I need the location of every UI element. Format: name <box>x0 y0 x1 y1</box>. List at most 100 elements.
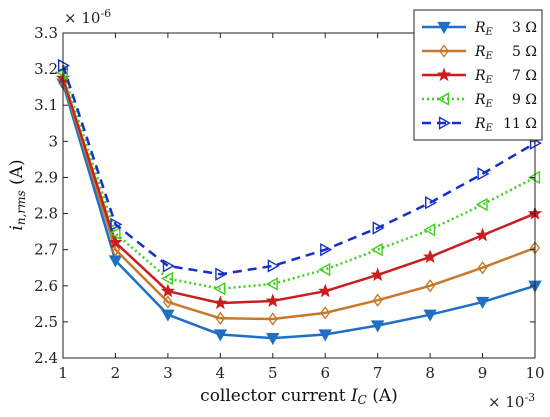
y-tick-label: 3.3 <box>34 24 58 42</box>
data-point <box>215 311 226 325</box>
x-axis-label-symbol: I <box>350 386 358 406</box>
x-tick-label: 7 <box>373 364 383 382</box>
x-multiplier-label: × 10-3 <box>488 391 535 412</box>
y-multiplier-exponent: -6 <box>100 7 111 20</box>
data-point <box>372 293 383 307</box>
x-tick-label: 9 <box>478 364 488 382</box>
data-point <box>422 249 438 263</box>
data-point <box>267 259 280 273</box>
legend-item: RE 3 Ω <box>422 20 537 38</box>
x-axis-ticks: 1 2 3 4 5 6 7 8 9 10 <box>58 33 545 382</box>
data-point <box>475 227 490 242</box>
series-line <box>61 79 536 321</box>
legend-marker <box>439 44 449 58</box>
y-tick-label: 2.8 <box>34 205 58 223</box>
x-axis-label: collector current IC (A) <box>200 386 398 407</box>
legend-item: RE 11 Ω <box>422 116 537 134</box>
legend-marker <box>437 92 450 106</box>
legend-symbol-sub: E <box>485 51 494 62</box>
legend: RE 3 ΩRE 5 ΩRE 7 ΩRE 9 ΩRE 11 Ω <box>413 9 543 141</box>
legend-item: RE 9 Ω <box>422 92 537 110</box>
data-point <box>160 283 176 298</box>
y-axis-label-sub: n,rms <box>14 190 28 225</box>
legend-marker <box>437 21 451 34</box>
y-tick-label: 2.7 <box>34 241 58 259</box>
x-multiplier-base: × 10 <box>488 393 524 411</box>
plot-frame <box>62 32 536 359</box>
series-line <box>61 77 536 305</box>
data-point <box>318 262 331 277</box>
data-point <box>160 271 173 286</box>
data-point <box>475 197 488 212</box>
data-point <box>425 279 436 293</box>
legend-symbol-main: R <box>474 92 486 108</box>
x-tick-label: 1 <box>58 364 68 382</box>
x-tick-label: 5 <box>268 364 278 382</box>
x-tick-label: 6 <box>320 364 330 382</box>
data-point <box>108 226 121 241</box>
data-point <box>213 295 228 310</box>
legend-symbol: RE <box>474 68 494 86</box>
legend-symbol-sub: E <box>485 75 494 86</box>
data-point <box>318 329 332 342</box>
legend-item: RE 7 Ω <box>422 67 537 86</box>
legend-symbol-main: R <box>474 44 486 60</box>
legend-label: 11 Ω <box>503 116 537 132</box>
y-tick-label: 2.6 <box>34 277 58 295</box>
data-point <box>370 320 385 333</box>
data-point <box>477 167 490 181</box>
data-point <box>372 221 385 235</box>
data-point <box>320 306 331 320</box>
series-line <box>61 72 536 290</box>
x-tick-label: 8 <box>425 364 435 382</box>
y-tick-label: 3 <box>48 132 58 150</box>
legend-label: 7 Ω <box>512 68 537 84</box>
data-point <box>318 283 333 298</box>
y-axis-label: in,rms (A) <box>7 159 28 230</box>
y-tick-label: 3.1 <box>34 96 58 114</box>
y-axis-label-suffix: (A) <box>7 159 27 190</box>
data-point <box>162 295 173 309</box>
y-tick-label: 2.9 <box>34 168 58 186</box>
legend-marker <box>436 67 452 82</box>
data-point <box>213 329 228 342</box>
x-tick-label: 3 <box>163 364 173 382</box>
data-point <box>423 223 436 237</box>
legend-marker <box>438 116 451 130</box>
data-point <box>320 242 333 257</box>
x-tick-label: 10 <box>525 364 544 382</box>
legend-symbol: RE <box>474 92 494 110</box>
data-point <box>267 312 278 326</box>
y-tick-label: 2.4 <box>34 349 58 367</box>
data-point <box>370 267 385 282</box>
legend-label: 5 Ω <box>512 44 537 60</box>
x-tick-label: 2 <box>111 364 121 382</box>
series-3 <box>56 66 541 296</box>
legend-symbol: RE <box>474 116 494 134</box>
legend-symbol-sub: E <box>485 27 494 38</box>
y-tick-label: 3.2 <box>34 60 58 78</box>
data-point <box>108 234 123 249</box>
y-multiplier-base: × 10 <box>64 9 100 27</box>
data-point <box>265 293 280 308</box>
x-axis-label-suffix: (A) <box>367 386 398 406</box>
legend-item: RE 5 Ω <box>422 44 537 62</box>
y-multiplier-label: × 10-6 <box>64 7 111 28</box>
data-point <box>56 66 69 80</box>
data-point <box>161 309 175 322</box>
series-1 <box>58 73 540 326</box>
series-layer <box>55 58 543 346</box>
data-point <box>265 277 278 291</box>
data-point <box>162 259 175 273</box>
legend-symbol: RE <box>474 44 494 62</box>
series-4 <box>57 58 542 281</box>
x-axis-label-sub: C <box>358 393 367 407</box>
legend-symbol-main: R <box>474 20 486 36</box>
data-point <box>110 217 123 232</box>
legend-symbol: RE <box>474 20 494 38</box>
data-point <box>215 267 228 281</box>
legend-symbol-sub: E <box>485 123 494 134</box>
x-multiplier-exponent: -3 <box>524 391 535 404</box>
data-point <box>528 170 541 185</box>
data-point <box>425 196 438 210</box>
